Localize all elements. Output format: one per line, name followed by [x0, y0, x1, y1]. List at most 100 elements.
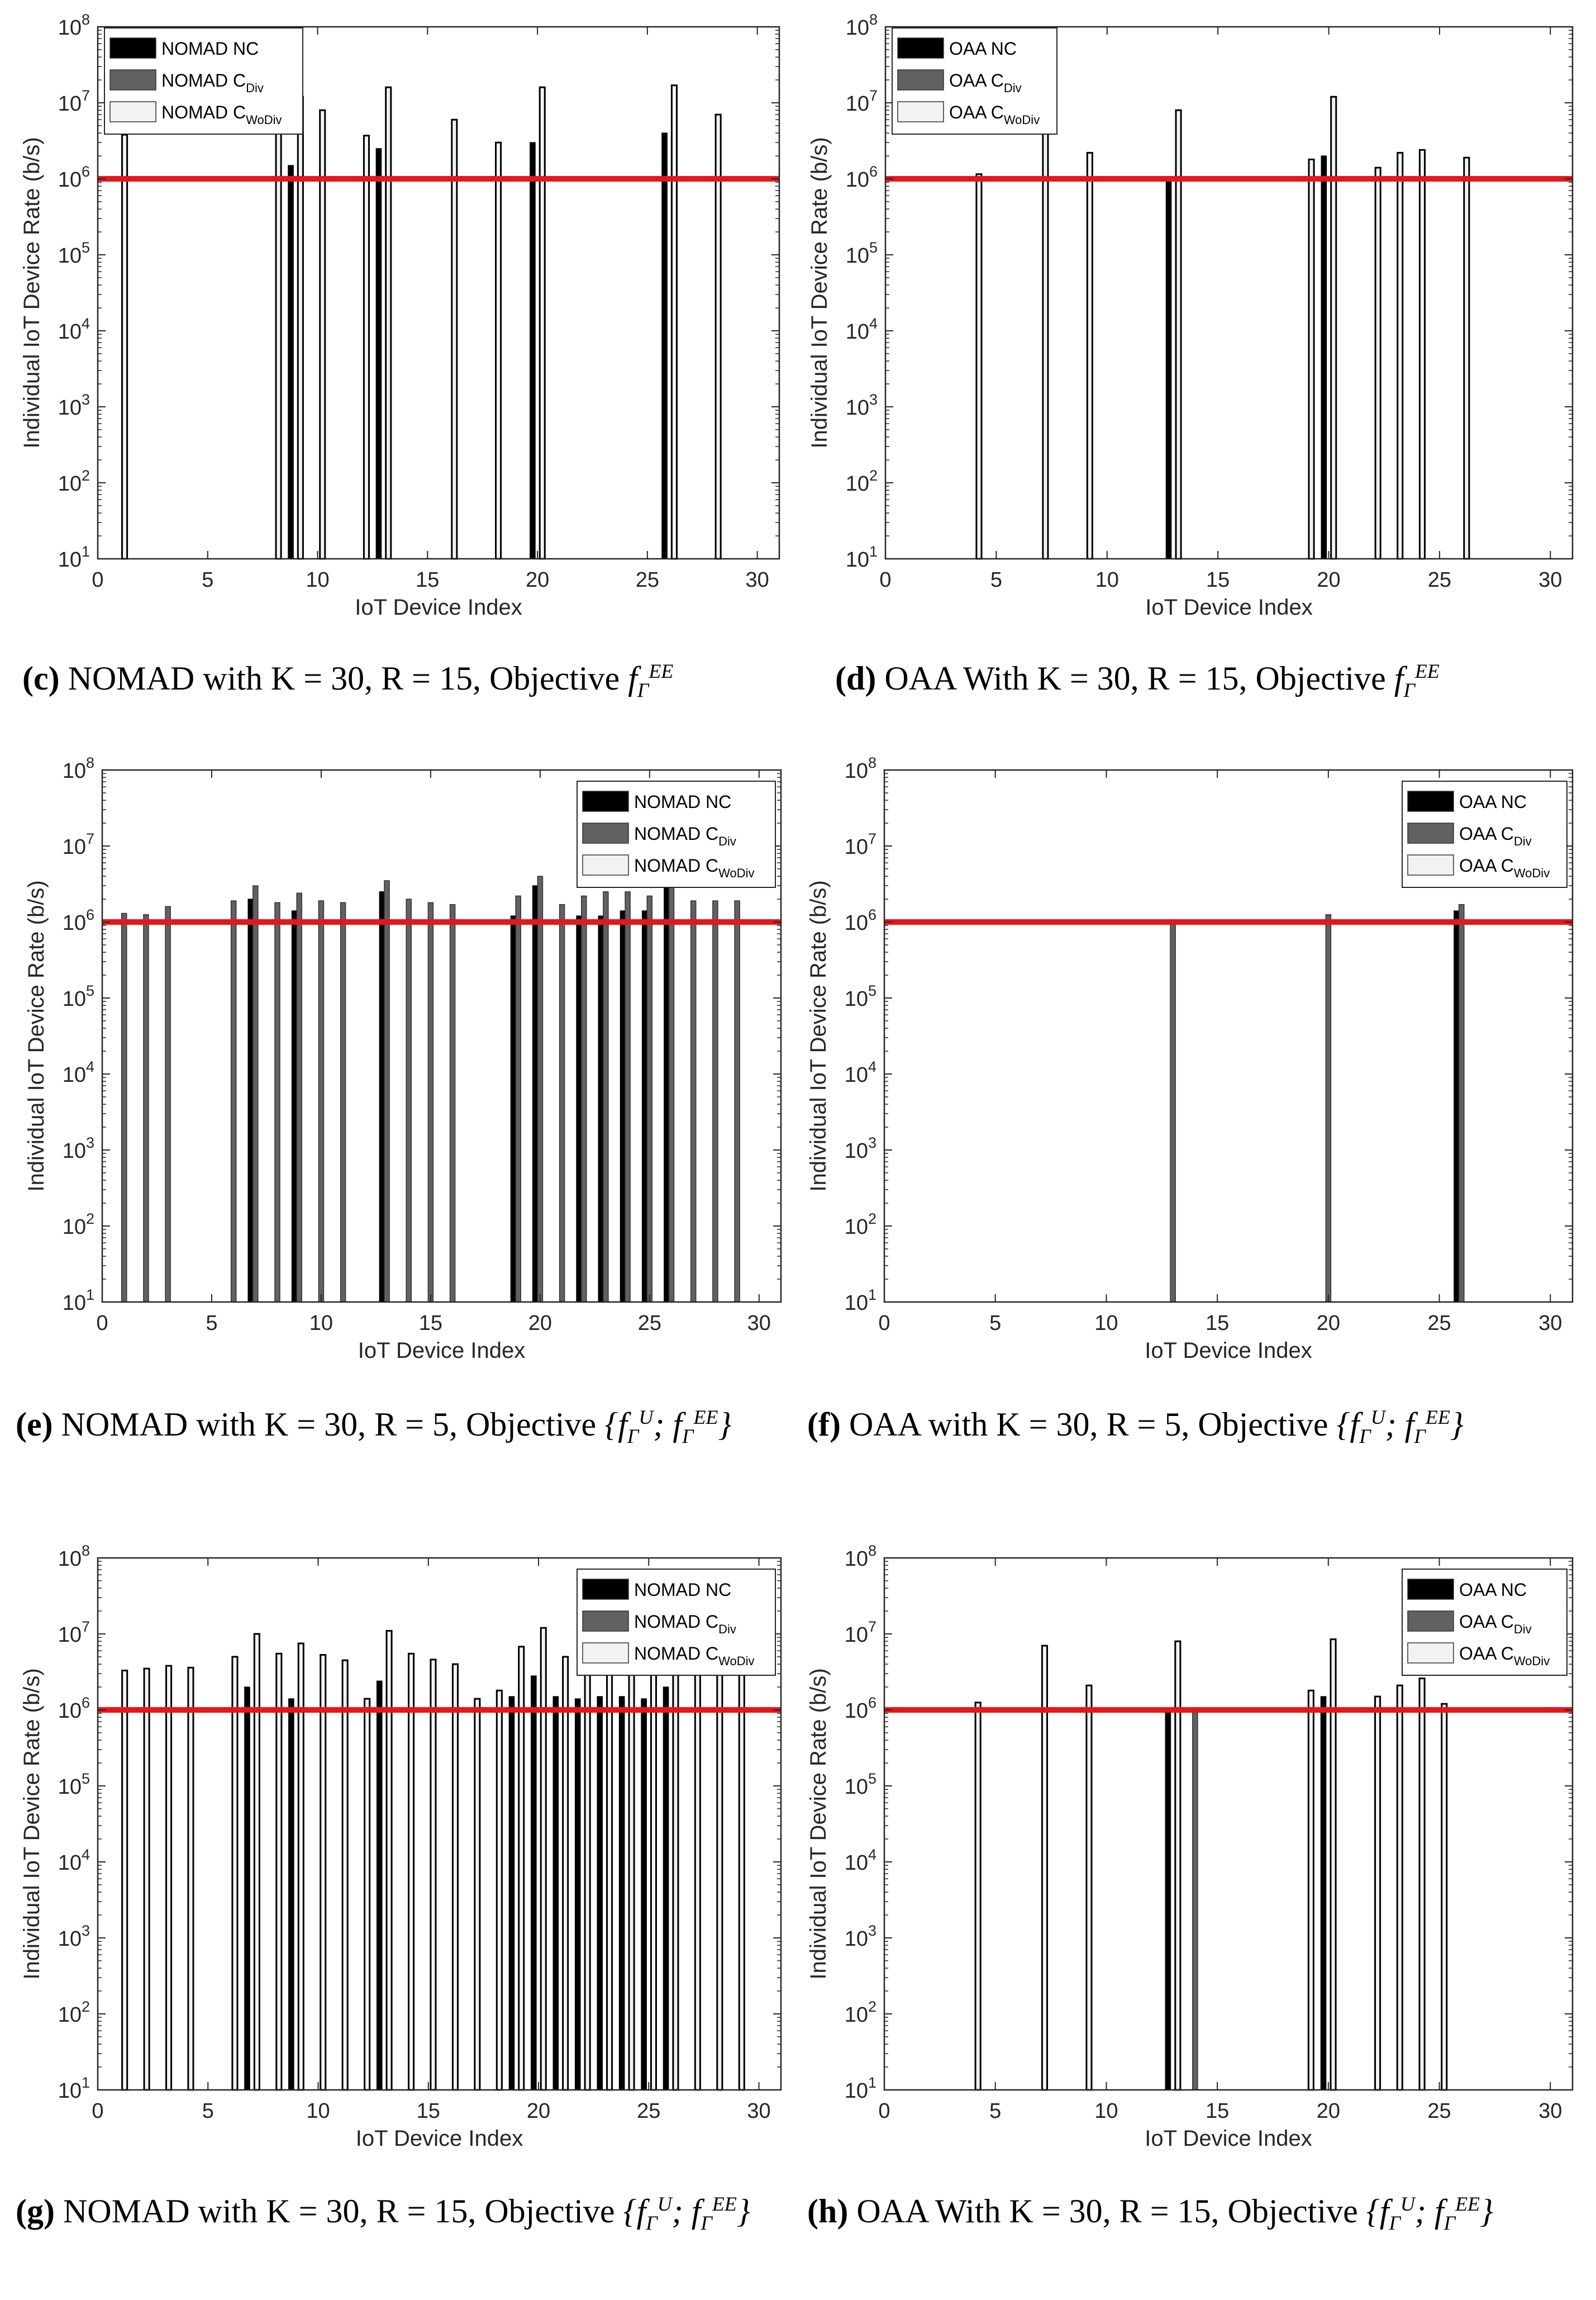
axes-box: [97, 1557, 782, 2091]
bar-nomad-c-div-10: [318, 900, 325, 1303]
x-tick-label: 0: [96, 1311, 108, 1335]
y-tick-label: 104: [58, 1846, 90, 1875]
caption-tag: (c): [22, 660, 60, 697]
bar-nomad-c-wodiv-19: [518, 1646, 525, 2091]
legend-label: NOMAD NC: [634, 1580, 731, 1600]
x-tick-label: 20: [527, 2099, 550, 2123]
x-tick-label: 20: [528, 1311, 552, 1335]
x-tick-label: 25: [1427, 1311, 1451, 1335]
bar-nomad-c-wodiv-17: [474, 1698, 481, 2091]
bar-nomad-c-div-27: [690, 900, 697, 1303]
y-tick-label: 107: [58, 1618, 90, 1647]
y-tick-label: 101: [846, 543, 878, 572]
x-tick-label: 10: [1094, 1311, 1118, 1335]
legend-swatch: [582, 1642, 629, 1664]
bar-nomad-nc-13: [376, 1680, 383, 2090]
bar-nomad-nc-19: [508, 1696, 515, 2090]
bar-nomad-nc-24: [618, 1696, 625, 2090]
bar-oaa-nc-20: [1321, 155, 1327, 559]
bar-oaa-c-wodiv-22: [1374, 1695, 1381, 2091]
x-tick-label: 0: [92, 2099, 103, 2123]
y-tick-label: 104: [845, 1058, 876, 1087]
bar-nomad-c-wodiv-4: [187, 1666, 194, 2091]
x-tick-label: 0: [92, 568, 103, 592]
caption-tag: (f): [807, 1406, 841, 1443]
legend-label: OAA NC: [949, 39, 1017, 59]
bar-nomad-nc-9: [288, 1698, 294, 2090]
legend-swatch: [582, 854, 629, 876]
x-axis-label: IoT Device Index: [1145, 2126, 1312, 2151]
bar-nomad-nc-25: [641, 910, 648, 1303]
x-tick-label: 10: [306, 568, 329, 592]
bar-nomad-c-wodiv-12: [364, 1698, 371, 2091]
axes-box: [101, 769, 782, 1303]
bar-nomad-c-div-14: [406, 899, 412, 1303]
caption-text: OAA with K = 30, R = 5, Objective: [849, 1406, 1328, 1443]
bar-nomad-c-wodiv-15: [430, 1659, 437, 2091]
y-tick-label: 107: [845, 1618, 876, 1647]
caption-tag: (e): [16, 1406, 53, 1443]
x-axis-label: IoT Device Index: [356, 2126, 523, 2151]
caption-d: (d) OAA With K = 30, R = 15, Objective f…: [835, 651, 1584, 710]
caption-c: (c) NOMAD with K = 30, R = 15, Objective…: [22, 651, 782, 710]
bar-oaa-c-wodiv-7: [1042, 132, 1049, 560]
chart-panel-d: 101 102 103 104 105 106 107 108 0 5 10 15 20 25 30 IoT …: [793, 0, 1596, 637]
x-tick-label: 5: [206, 1311, 217, 1335]
y-tick-label: 105: [846, 239, 878, 268]
caption-text: NOMAD with K = 30, R = 15, Objective: [68, 660, 620, 697]
bar-nomad-nc-24: [620, 910, 626, 1303]
bar-nomad-c-wodiv-7: [253, 1633, 260, 2091]
x-tick-label: 30: [747, 2099, 770, 2123]
bar-oaa-c-wodiv-25: [1441, 1703, 1448, 2091]
chart-e: 101 102 103 104 105 106 107 108 0 5 10 15 20 25 30 IoT …: [24, 754, 782, 1363]
legend-swatch: [1407, 1642, 1454, 1664]
legend-swatch: [582, 791, 629, 812]
y-tick-label: 107: [58, 87, 90, 116]
legend-label: OAA NC: [1459, 1580, 1527, 1600]
bar-nomad-c-wodiv-1: [121, 134, 128, 560]
legend-swatch: [109, 101, 156, 122]
y-tick-label: 108: [58, 11, 90, 40]
bar-nomad-c-div-8: [274, 902, 280, 1303]
axes-box: [883, 769, 1574, 1303]
y-axis-label: Individual IoT Device Rate (b/s): [806, 880, 831, 1191]
bar-nomad-c-div-25: [646, 895, 653, 1303]
y-tick-label: 108: [63, 754, 94, 783]
x-tick-label: 0: [878, 1311, 890, 1335]
bar-nomad-c-wodiv-20: [540, 1627, 547, 2091]
caption-e: (e) NOMAD with K = 30, R = 5, Objective …: [16, 1397, 792, 1456]
legend-swatch: [897, 101, 944, 122]
y-tick-label: 105: [58, 1770, 90, 1799]
legend-swatch: [109, 69, 156, 91]
caption-text: OAA With K = 30, R = 15, Objective: [856, 2193, 1358, 2230]
bar-nomad-nc-20: [532, 885, 539, 1303]
bar-nomad-nc-20: [530, 142, 536, 559]
legend-swatch: [1407, 1610, 1454, 1632]
y-tick-label: 106: [63, 906, 94, 935]
bar-nomad-nc-22: [574, 1698, 581, 2090]
bar-oaa-c-wodiv-23: [1396, 1684, 1403, 2091]
bar-oaa-nc-26: [1454, 910, 1460, 1303]
bar-nomad-c-div-7: [252, 885, 259, 1303]
y-tick-label: 103: [58, 391, 90, 420]
x-tick-label: 10: [1094, 2099, 1118, 2123]
y-tick-label: 104: [845, 1846, 876, 1875]
y-tick-label: 101: [845, 2074, 876, 2103]
bar-nomad-nc-26: [664, 880, 670, 1303]
y-tick-label: 101: [63, 1286, 94, 1315]
bar-nomad-c-wodiv-18: [496, 1689, 503, 2091]
bar-oaa-c-div-20: [1325, 914, 1332, 1303]
y-tick-label: 103: [63, 1134, 94, 1163]
legend-swatch: [582, 1610, 629, 1632]
bar-nomad-c-wodiv-9: [297, 96, 304, 560]
legend-swatch: [1407, 791, 1454, 812]
bar-nomad-c-div-15: [427, 902, 434, 1303]
bar-nomad-c-wodiv-10: [320, 1654, 327, 2091]
chart-d: 101 102 103 104 105 106 107 108 0 5 10 15 20 25 30 IoT …: [807, 11, 1574, 620]
x-tick-label: 15: [417, 2099, 440, 2123]
y-tick-label: 107: [845, 830, 876, 859]
legend-label: OAA NC: [1459, 792, 1527, 812]
y-tick-label: 108: [845, 754, 876, 783]
bar-nomad-nc-22: [576, 915, 582, 1303]
chart-h: 101 102 103 104 105 106 107 108 0 5 10 15 20 25 30 IoT …: [806, 1542, 1574, 2151]
